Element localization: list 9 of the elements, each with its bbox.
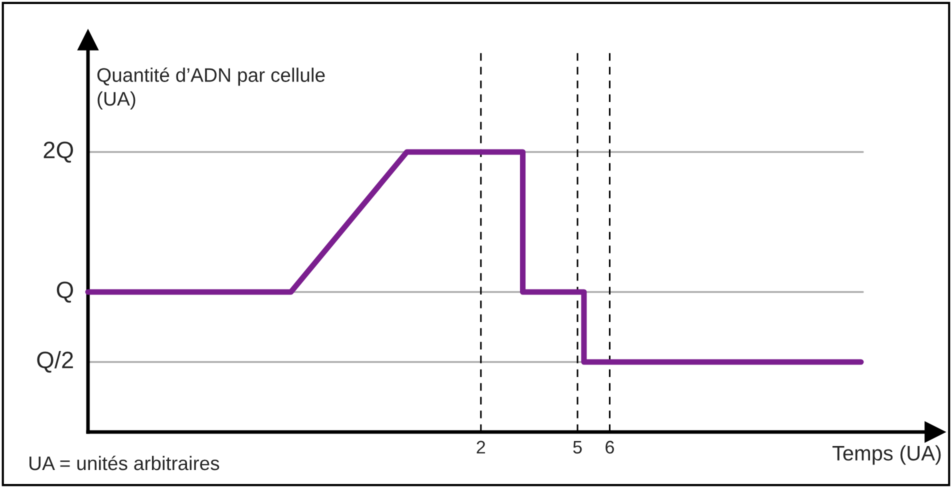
x-tick-label: 5 — [573, 440, 582, 454]
x-tick-label: 2 — [476, 440, 486, 454]
ref-line-label: Q — [56, 282, 73, 303]
x-axis-title: Temps (UA) — [832, 445, 941, 465]
ref-line-label: 2Q — [44, 142, 73, 163]
y-axis-title: Quantité d’ADN par cellule (UA) — [97, 67, 325, 110]
ref-line-label: Q/2 — [37, 350, 73, 373]
text: UA = unités arbitraires — [30, 456, 220, 470]
x-tick-label: 6 — [606, 440, 614, 454]
